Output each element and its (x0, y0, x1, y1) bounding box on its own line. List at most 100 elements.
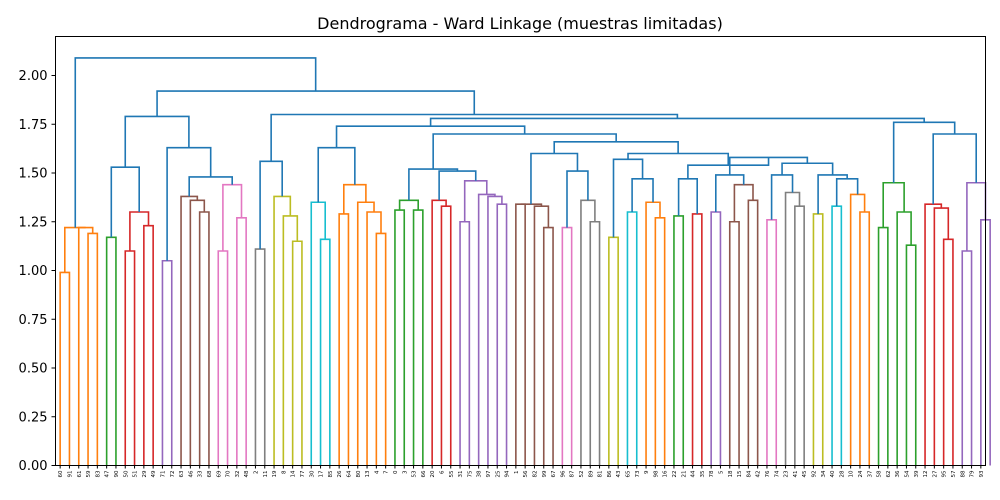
dendrogram-link (129, 211, 150, 251)
dendrogram-link (143, 224, 154, 466)
leaf-label: 4 (374, 470, 380, 474)
dendrogram-link (408, 168, 459, 201)
dendrogram-link (124, 250, 136, 466)
leaf-label: 1 (514, 471, 520, 475)
leaf-label: 57 (951, 470, 957, 477)
dendrogram-link (924, 203, 943, 466)
dendrogram-link (533, 205, 550, 466)
dendrogram-link (432, 133, 617, 170)
y-tick-label: 0.50 (19, 362, 48, 377)
dendrogram-link (429, 117, 925, 127)
leaf-label: 33 (198, 470, 204, 477)
dendrogram-link (335, 125, 526, 148)
dendrogram-link (477, 193, 496, 466)
leaf-label: 95 (942, 470, 948, 477)
dendrogram-link (831, 205, 843, 466)
leaf-label: 82 (532, 471, 538, 478)
leaf-label: 55 (449, 470, 455, 477)
dendrogram-link (180, 195, 199, 466)
y-tick-label: 0.25 (19, 410, 48, 425)
dendrogram-link (784, 191, 801, 466)
leaf-label: 30 (309, 470, 315, 477)
leaf-label: 59 (86, 470, 92, 477)
dendrogram-link (254, 248, 266, 466)
leaf-label: 94 (505, 470, 511, 477)
leaf-label: 10 (849, 470, 855, 477)
dendrogram-link (677, 178, 698, 216)
dendrogram-link (715, 174, 745, 212)
leaf-label: 45 (802, 470, 808, 477)
dendrogram-link (438, 170, 477, 201)
y-tick-label: 1.00 (19, 264, 48, 279)
leaf-label: 51 (133, 471, 139, 478)
dendrogram-link (198, 211, 210, 466)
dendrogram-link (77, 226, 94, 466)
dendrogram-link (366, 211, 382, 466)
dendrogram-link (282, 215, 299, 466)
dendrogram-link (710, 211, 722, 466)
leaf-label: 99 (542, 470, 548, 477)
leaf-label: 8 (281, 470, 287, 474)
leaf-label: 71 (160, 471, 166, 478)
leaf-label: 96 (560, 470, 566, 477)
leaf-label: 69 (216, 470, 222, 477)
dendrogram-link (156, 90, 476, 117)
leaf-label: 6 (439, 470, 445, 474)
leaf-label: 35 (700, 470, 706, 477)
leaf-label: 52 (579, 471, 585, 478)
y-tick-label: 1.75 (19, 118, 48, 133)
dendrogram-link (933, 207, 950, 466)
dendrogram-links (59, 57, 991, 466)
dendrogram-link (412, 209, 424, 466)
dendrogram-link (74, 57, 317, 228)
leaf-label: 19 (272, 470, 278, 477)
dendrogram-link (188, 176, 233, 197)
leaf-label: 26 (337, 470, 343, 477)
leaf-label: 50 (123, 470, 129, 477)
dendrogram-link (645, 201, 661, 466)
dendrogram-link (105, 236, 117, 466)
leaf-label: 98 (653, 470, 659, 477)
leaf-label: 3 (402, 470, 408, 474)
dendrogram-link (905, 244, 917, 466)
dendrogram-link (217, 250, 229, 466)
leaf-label: 5 (718, 470, 724, 474)
x-axis: 60 91 61 59 83 47 90 50 51 29 49 71 72 63 46 33 68 69 70 32… (58, 465, 985, 478)
dendrogram-link (770, 174, 794, 220)
leaf-label: 66 (421, 470, 427, 477)
leaf-label: 65 (625, 470, 631, 477)
y-tick-label: 1.25 (19, 215, 48, 230)
leaf-label: 92 (811, 471, 817, 478)
dendrogram-link (794, 205, 805, 466)
dendrogram-link (487, 195, 503, 466)
dendrogram-link (375, 232, 387, 466)
dendrogram-link (553, 141, 679, 154)
leaf-label: 18 (728, 470, 734, 477)
leaf-label: 48 (244, 470, 250, 477)
dendrogram-link (733, 183, 754, 222)
leaf-label: 25 (495, 470, 501, 477)
dendrogram-link (291, 240, 303, 466)
leaf-label: 29 (142, 470, 148, 477)
dendrogram-link (932, 133, 977, 205)
dendrogram-link (747, 199, 759, 466)
dendrogram-link (849, 193, 866, 466)
leaf-label: 47 (105, 470, 111, 477)
dendrogram-link (961, 250, 973, 466)
leaf-label: 14 (291, 470, 297, 477)
leaf-label: 32 (235, 471, 241, 478)
leaf-label: 12 (923, 471, 929, 478)
leaf-label: 58 (877, 470, 883, 477)
dendrogram-link (589, 220, 601, 466)
dendrogram-link (459, 220, 471, 466)
dendrogram-link (110, 166, 140, 238)
dendrogram-link (691, 213, 703, 466)
dendrogram-link (566, 170, 589, 228)
leaf-label: 68 (207, 470, 213, 477)
dendrogram-link (580, 199, 596, 466)
leaf-label: 20 (430, 470, 436, 477)
leaf-label: 39 (914, 470, 920, 477)
leaf-label: 62 (886, 471, 892, 478)
leaf-label: 81 (598, 471, 604, 478)
dendrogram-link (631, 178, 654, 212)
